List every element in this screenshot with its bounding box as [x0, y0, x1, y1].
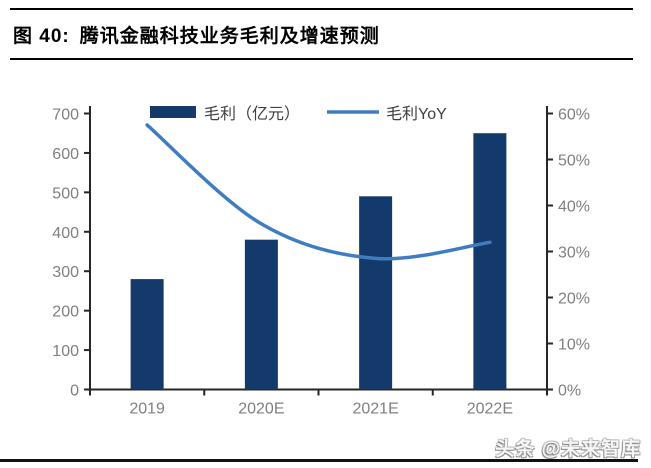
bar-2020E: [244, 239, 278, 390]
figure-title-text: 腾讯金融科技业务毛利及增速预测: [79, 26, 380, 47]
y-left-tick-label: 500: [52, 185, 79, 202]
title-divider: [10, 58, 633, 60]
y-right-tick-label: 60%: [558, 107, 590, 124]
y-right-tick-label: 10%: [558, 337, 590, 354]
y-left-tick-label: 200: [52, 304, 79, 321]
y-left-tick-label: 300: [52, 264, 79, 281]
figure-title: 图 40: 腾讯金融科技业务毛利及增速预测: [13, 21, 380, 48]
y-left-tick-label: 600: [52, 146, 79, 163]
y-right-tick-label: 0%: [558, 383, 581, 400]
top-divider: [10, 8, 633, 10]
legend-bar-swatch: [150, 106, 196, 118]
x-category-label: 2021E: [352, 401, 398, 418]
watermark: 头条 @未来智库: [495, 439, 641, 460]
y-left-tick-label: 0: [70, 383, 79, 400]
y-right-tick-label: 40%: [558, 199, 590, 216]
bar-2022E: [473, 133, 507, 390]
bottom-divider: [0, 459, 638, 462]
bar-2019: [130, 279, 164, 390]
bar-2021E: [359, 196, 393, 390]
x-category-label: 2022E: [467, 401, 513, 418]
y-left-tick-label: 400: [52, 225, 79, 242]
x-category-label: 2019: [129, 401, 165, 418]
y-left-tick-label: 100: [52, 343, 79, 360]
y-right-tick-label: 50%: [558, 153, 590, 170]
legend-bar-label: 毛利（亿元）: [204, 105, 300, 123]
figure-number-label: 图 40:: [13, 26, 70, 47]
y-right-tick-label: 20%: [558, 291, 590, 308]
y-right-tick-label: 30%: [558, 245, 590, 262]
y-left-tick-label: 700: [52, 107, 79, 124]
yoy-line: [145, 123, 492, 261]
legend-line-label: 毛利YoY: [386, 105, 447, 123]
x-category-label: 2020E: [238, 401, 284, 418]
